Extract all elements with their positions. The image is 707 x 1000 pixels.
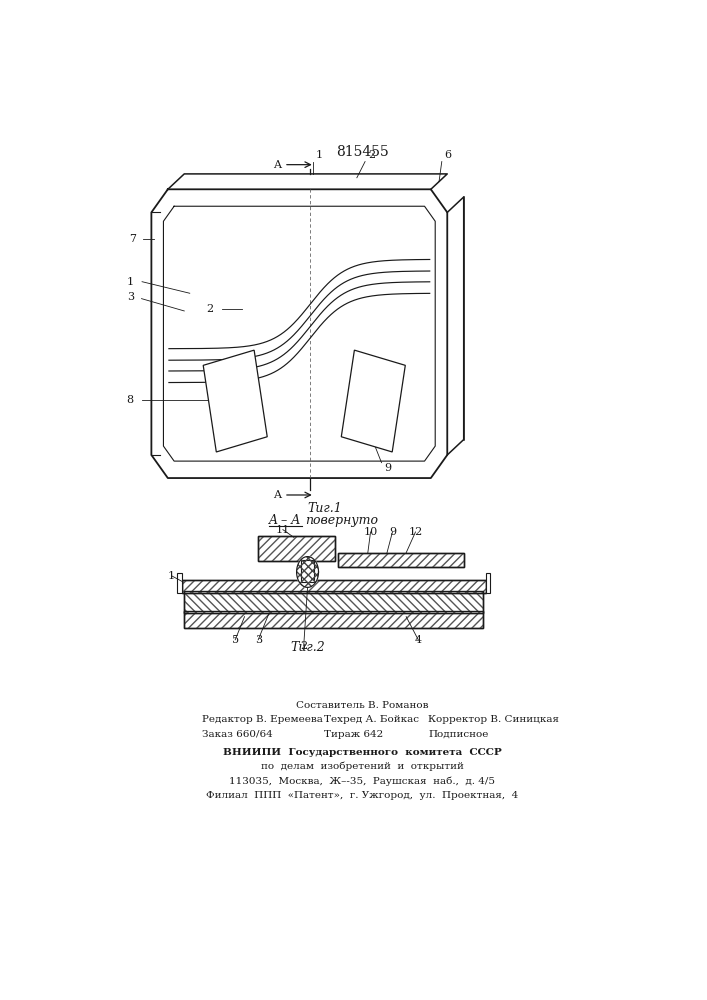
- Bar: [185, 591, 483, 613]
- Text: A: A: [274, 490, 281, 500]
- Text: по  делам  изобретений  и  открытий: по делам изобретений и открытий: [261, 762, 464, 771]
- Bar: [301, 560, 314, 582]
- Text: ВНИИПИ  Государственного  комитета  СССР: ВНИИПИ Государственного комитета СССР: [223, 748, 502, 757]
- Text: 113035,  Москва,  Ж–-35,  Раушская  наб.,  д. 4/5: 113035, Москва, Ж–-35, Раушская наб., д.…: [229, 777, 496, 786]
- Text: 10: 10: [363, 527, 378, 537]
- Text: 3: 3: [127, 292, 134, 302]
- Bar: [258, 536, 335, 561]
- Text: A: A: [274, 160, 281, 170]
- Text: Техред А. Бойкас: Техред А. Бойкас: [324, 715, 419, 724]
- Text: 2: 2: [368, 150, 375, 160]
- Text: 8: 8: [127, 395, 134, 405]
- Text: 1: 1: [168, 571, 175, 581]
- Text: Составитель В. Романов: Составитель В. Романов: [296, 701, 428, 710]
- Bar: [486, 573, 490, 593]
- Text: 9: 9: [385, 463, 392, 473]
- Bar: [258, 536, 335, 561]
- Text: Подписное: Подписное: [428, 730, 489, 739]
- Bar: [177, 573, 182, 593]
- Bar: [338, 553, 464, 567]
- Bar: [185, 611, 483, 628]
- Bar: [182, 580, 486, 593]
- Polygon shape: [297, 557, 319, 587]
- Text: Филиал  ППП  «Патент»,  г. Ужгород,  ул.  Проектная,  4: Филиал ППП «Патент», г. Ужгород, ул. Про…: [206, 791, 518, 800]
- Text: 3: 3: [255, 635, 262, 645]
- Text: 12: 12: [409, 527, 423, 537]
- Text: A – A: A – A: [269, 514, 301, 527]
- Text: Τиг.2: Τиг.2: [290, 641, 325, 654]
- Text: Τиг.1: Τиг.1: [308, 502, 342, 515]
- Text: 11: 11: [276, 525, 290, 535]
- Text: Заказ 660/64: Заказ 660/64: [201, 730, 272, 739]
- Text: 2: 2: [206, 304, 214, 314]
- Bar: [338, 553, 464, 567]
- Text: 5: 5: [232, 635, 239, 645]
- Text: Редактор В. Еремеева: Редактор В. Еремеева: [201, 715, 322, 724]
- Bar: [185, 591, 483, 613]
- Text: 9: 9: [389, 527, 396, 537]
- Text: повернуто: повернуто: [305, 514, 378, 527]
- Bar: [182, 580, 486, 593]
- Text: 1: 1: [127, 277, 134, 287]
- Bar: [258, 536, 335, 561]
- Text: 815455: 815455: [336, 145, 389, 159]
- Text: Корректор В. Синицкая: Корректор В. Синицкая: [428, 715, 559, 724]
- Text: 1: 1: [316, 150, 323, 160]
- Polygon shape: [203, 350, 267, 452]
- Bar: [185, 611, 483, 628]
- Text: 4: 4: [415, 635, 422, 645]
- Bar: [338, 553, 464, 567]
- Bar: [185, 591, 483, 613]
- Text: Тираж 642: Тираж 642: [324, 730, 383, 739]
- Text: 6: 6: [445, 150, 452, 160]
- Text: 7: 7: [129, 234, 136, 244]
- Bar: [182, 580, 486, 593]
- Bar: [185, 611, 483, 628]
- Polygon shape: [341, 350, 405, 452]
- Text: 2: 2: [300, 641, 308, 651]
